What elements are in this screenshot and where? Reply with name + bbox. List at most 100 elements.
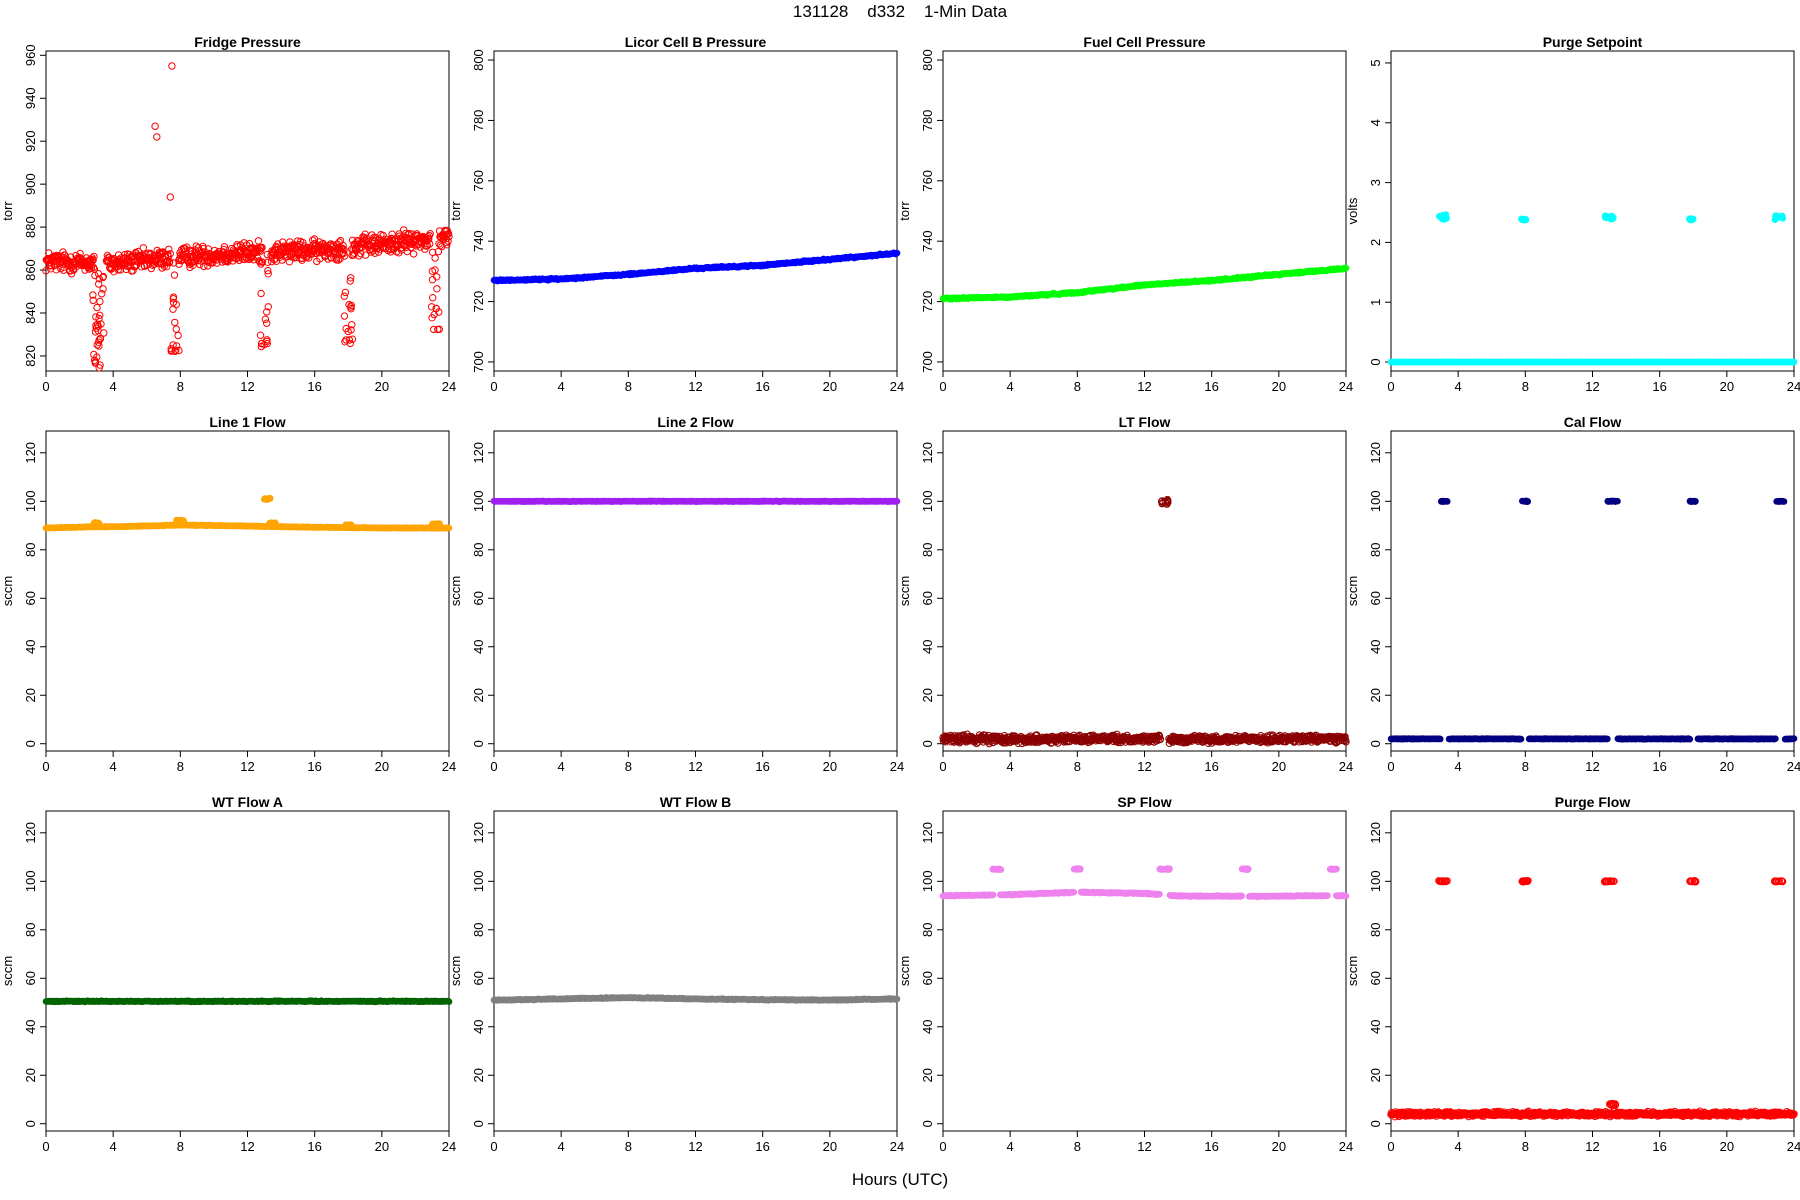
- y-tick-label: 720: [920, 291, 935, 313]
- y-tick-label: 20: [471, 688, 486, 702]
- data-point: [175, 346, 183, 355]
- x-tick-label: 0: [42, 759, 49, 774]
- data-point: [346, 339, 354, 348]
- data-point: [167, 345, 175, 353]
- y-tick-label: 2: [1368, 239, 1383, 246]
- data-point: [95, 275, 104, 283]
- data-point: [347, 274, 355, 282]
- data-point: [89, 296, 97, 305]
- y-tick-label: 40: [1368, 640, 1383, 654]
- x-tick-label: 8: [625, 379, 632, 394]
- x-tick-label: 12: [240, 759, 254, 774]
- plot-frame: [493, 430, 898, 752]
- data-point: [429, 294, 437, 302]
- panel-title: Line 1 Flow: [209, 414, 285, 430]
- y-tick-label: 800: [471, 49, 486, 71]
- y-tick-label: 0: [1368, 740, 1383, 747]
- data-points: [939, 264, 1350, 303]
- x-tick-label: 12: [688, 759, 702, 774]
- data-point: [388, 235, 397, 243]
- x-tick-label: 4: [558, 379, 565, 394]
- x-tick-label: 20: [1720, 379, 1734, 394]
- y-tick-label: 20: [1368, 688, 1383, 702]
- data-point: [258, 339, 266, 348]
- data-point: [165, 245, 173, 254]
- x-tick-label: 20: [1272, 759, 1286, 774]
- data-point: [94, 519, 102, 527]
- x-tick-label: 8: [177, 759, 184, 774]
- plot-frame: [45, 50, 450, 372]
- data-point: [264, 258, 272, 266]
- data-point: [220, 243, 229, 251]
- data-point: [265, 495, 272, 503]
- data-point: [110, 268, 118, 276]
- x-tick-label: 8: [177, 379, 184, 394]
- data-point: [95, 336, 103, 344]
- x-tick-label: 24: [1787, 759, 1800, 774]
- y-tick-label: 40: [471, 640, 486, 654]
- data-point: [172, 325, 181, 333]
- y-tick-label: 960: [23, 44, 38, 66]
- data-point: [166, 257, 174, 266]
- data-point: [97, 320, 105, 328]
- data-point: [347, 326, 355, 334]
- y-tick-label: 3: [1368, 179, 1383, 186]
- data-point: [257, 289, 265, 298]
- data-point: [1686, 216, 1694, 224]
- data-point: [166, 250, 174, 258]
- x-tick-label: 20: [823, 759, 837, 774]
- data-point: [345, 300, 353, 309]
- data-point: [342, 324, 350, 333]
- x-tick-label: 24: [1787, 379, 1800, 394]
- x-tick-label: 4: [1455, 759, 1462, 774]
- data-point: [428, 314, 436, 322]
- x-tick-label: 24: [890, 379, 904, 394]
- y-axis-label: torr: [448, 201, 463, 221]
- y-tick-label: 840: [23, 302, 38, 324]
- y-axis-label: sccm: [1345, 576, 1360, 606]
- x-tick-label: 4: [110, 759, 117, 774]
- plot-frame: [1390, 430, 1795, 752]
- data-point: [264, 303, 272, 311]
- data-point: [263, 308, 271, 316]
- data-point: [1442, 213, 1450, 221]
- x-tick-label: 8: [1074, 759, 1081, 774]
- data-point: [99, 285, 107, 293]
- x-tick-label: 20: [1272, 379, 1286, 394]
- data-point: [426, 240, 434, 248]
- y-tick-label: 880: [23, 216, 38, 238]
- data-point: [90, 356, 99, 364]
- y-tick-label: 5: [1368, 59, 1383, 66]
- data-point: [263, 319, 271, 327]
- data-point: [166, 193, 175, 201]
- x-tick-label: 24: [890, 759, 904, 774]
- data-point: [264, 270, 272, 278]
- y-tick-label: 940: [23, 87, 38, 109]
- x-tick-label: 4: [110, 379, 117, 394]
- x-tick-label: 16: [755, 759, 769, 774]
- y-tick-label: 900: [23, 173, 38, 195]
- data-point: [444, 237, 452, 245]
- data-point: [95, 280, 103, 288]
- x-tick-label: 12: [240, 379, 254, 394]
- x-tick-label: 16: [307, 379, 321, 394]
- data-point: [90, 252, 98, 261]
- y-tick-label: 0: [23, 740, 38, 747]
- x-tick-label: 24: [1339, 759, 1353, 774]
- data-points: [1387, 211, 1798, 366]
- data-point: [1518, 215, 1525, 223]
- data-point: [98, 290, 106, 298]
- data-point: [348, 321, 356, 329]
- data-point: [257, 247, 265, 255]
- panel-title: Cal Flow: [1564, 414, 1622, 430]
- data-point: [434, 247, 443, 256]
- y-axis-label: sccm: [897, 576, 912, 606]
- data-point: [181, 244, 189, 253]
- data-point: [96, 335, 105, 343]
- y-tick-label: 40: [23, 640, 38, 654]
- y-tick-label: 120: [23, 442, 38, 464]
- x-tick-label: 16: [307, 759, 321, 774]
